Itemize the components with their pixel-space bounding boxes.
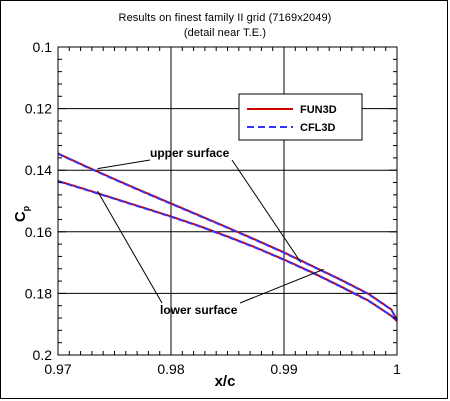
y-axis-label-subscript: p bbox=[21, 205, 31, 211]
series-cfl3d-lower bbox=[57, 180, 398, 322]
y-tick-label: 0.14 bbox=[25, 162, 52, 178]
leader-upper-right bbox=[231, 159, 302, 263]
x-tick-label: 0.98 bbox=[157, 361, 184, 377]
legend-label-cfl3d: CFL3D bbox=[300, 122, 336, 134]
legend-label-fun3d: FUN3D bbox=[300, 104, 337, 116]
x-tick-label: 0.99 bbox=[270, 361, 297, 377]
x-axis-label: x/c bbox=[215, 373, 236, 390]
chart-subtitle: (detail near T.E.) bbox=[183, 27, 267, 39]
leader-lower-left bbox=[97, 190, 163, 304]
y-tick-label: 0.2 bbox=[33, 347, 53, 363]
axes: x/c Cp 0.97 0.98 0.99 1 0.1 0.12 0.14 0.16 0.18 0… bbox=[12, 39, 401, 390]
annotation-lower-surface: lower surface bbox=[160, 303, 238, 317]
legend: FUN3D CFL3D bbox=[238, 93, 363, 141]
x-tick-label: 1 bbox=[393, 361, 401, 377]
y-tick-label: 0.18 bbox=[25, 285, 52, 301]
leader-lower-right bbox=[239, 268, 324, 304]
y-axis-label: Cp bbox=[12, 205, 31, 222]
annotation-upper-surface: upper surface bbox=[150, 146, 230, 160]
annotations: upper surface lower surface bbox=[97, 146, 324, 317]
series-cfl3d-upper bbox=[57, 152, 398, 321]
y-tick-label: 0.12 bbox=[25, 101, 52, 117]
y-tick-label: 0.16 bbox=[25, 224, 52, 240]
leader-upper-left bbox=[97, 159, 151, 170]
chart-title: Results on finest family II grid (7169x2… bbox=[118, 12, 332, 24]
y-tick-label: 0.1 bbox=[33, 39, 53, 55]
legend-box bbox=[238, 93, 363, 141]
x-tick-label: 0.97 bbox=[44, 361, 71, 377]
series-layer bbox=[57, 152, 398, 322]
series-fun3d-lower bbox=[57, 180, 398, 322]
y-axis-label-main: C bbox=[12, 211, 29, 222]
